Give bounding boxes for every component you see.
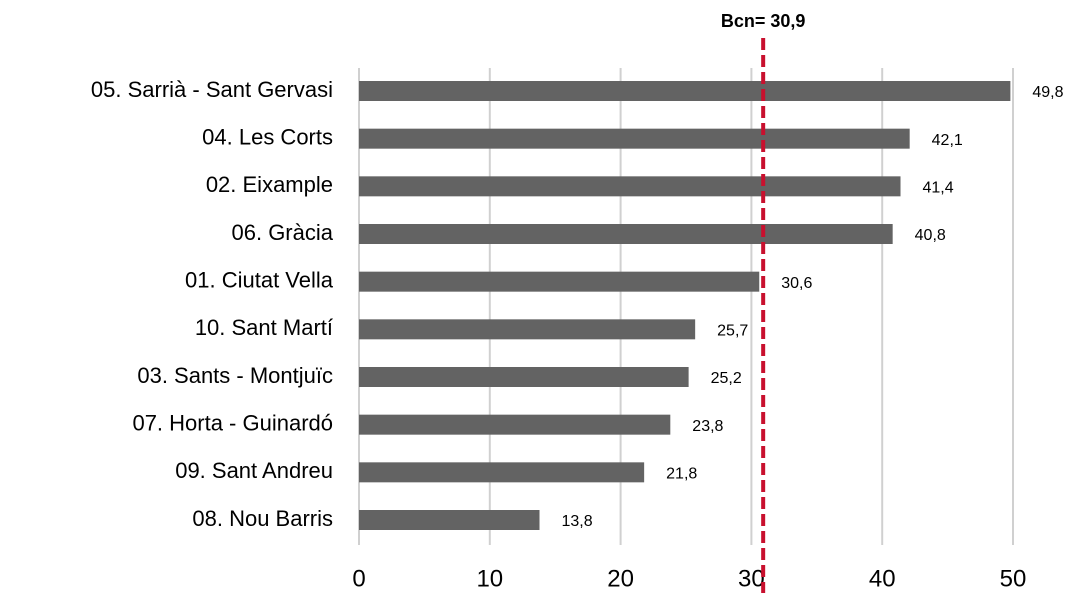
y-tick-label: 05. Sarrià - Sant Gervasi — [91, 77, 333, 102]
bar — [359, 271, 760, 292]
bar — [359, 176, 901, 197]
bar — [359, 462, 645, 483]
data-label: 21,8 — [666, 466, 697, 483]
bar — [359, 367, 689, 387]
data-label: 25,2 — [711, 370, 742, 387]
bar — [359, 414, 671, 435]
y-tick-label: 09. Sant Andreu — [175, 458, 333, 483]
data-label: 49,8 — [1032, 84, 1063, 101]
bar — [359, 128, 910, 149]
data-label: 40,8 — [915, 227, 946, 244]
data-label: 25,7 — [717, 323, 748, 340]
bar — [359, 319, 696, 340]
bar — [359, 510, 540, 530]
x-tick-label: 40 — [869, 565, 896, 592]
y-tick-label: 06. Gràcia — [232, 220, 334, 245]
y-tick-label: 04. Les Corts — [202, 124, 333, 149]
data-label: 41,4 — [923, 180, 954, 197]
x-tick-label: 0 — [352, 565, 365, 592]
reference-label: Bcn= 30,9 — [721, 11, 806, 31]
data-label: 23,8 — [692, 418, 723, 435]
x-tick-label: 50 — [1000, 565, 1027, 592]
data-label: 13,8 — [562, 513, 593, 530]
data-label: 30,6 — [781, 275, 812, 292]
y-tick-label: 01. Ciutat Vella — [185, 267, 334, 292]
x-tick-label: 30 — [738, 565, 765, 592]
data-label: 42,1 — [932, 132, 963, 149]
y-tick-label: 08. Nou Barris — [192, 506, 333, 531]
x-tick-label: 20 — [607, 565, 634, 592]
y-tick-label: 10. Sant Martí — [195, 315, 333, 340]
y-tick-label: 02. Eixample — [206, 172, 333, 197]
bar — [359, 224, 893, 244]
y-tick-label: 07. Horta - Guinardó — [132, 410, 333, 435]
x-tick-label: 10 — [476, 565, 503, 592]
bar — [359, 81, 1011, 101]
y-tick-label: 03. Sants - Montjuïc — [137, 363, 333, 388]
